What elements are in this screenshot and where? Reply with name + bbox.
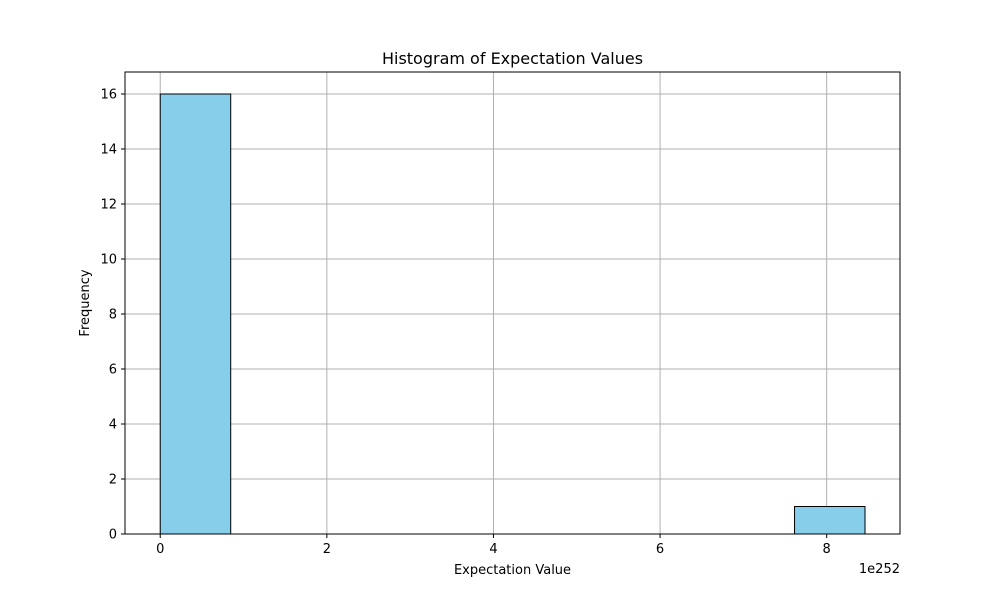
x-tick-label: 4 [489, 542, 497, 557]
chart-title: Histogram of Expectation Values [382, 49, 643, 68]
y-axis-label: Frequency [78, 269, 93, 336]
y-tick-label: 14 [100, 143, 117, 158]
histogram-bar-9 [794, 506, 866, 535]
x-tick-label: 6 [656, 542, 664, 557]
plot-frame [124, 71, 901, 535]
y-tick-label: 16 [100, 88, 117, 103]
y-axis-ticks: 0 2 4 6 8 10 12 14 16 [100, 88, 125, 543]
y-tick-label: 6 [109, 363, 117, 378]
x-axis-label: Expectation Value [454, 563, 571, 578]
y-tick-label: 2 [109, 473, 117, 488]
x-axis-ticks: 0 2 4 6 8 [156, 534, 831, 557]
grid-lines [125, 72, 900, 535]
y-tick-label: 12 [100, 198, 117, 213]
x-tick-label: 0 [156, 542, 164, 557]
y-tick-label: 10 [100, 253, 117, 268]
y-tick-label: 8 [109, 308, 117, 323]
histogram-bar-0 [159, 93, 232, 535]
x-tick-label: 8 [823, 542, 831, 557]
y-tick-label: 0 [109, 528, 117, 543]
y-tick-label: 4 [109, 418, 117, 433]
x-tick-label: 2 [323, 542, 331, 557]
x-axis-offset-label: 1e252 [859, 562, 900, 577]
histogram-bars [159, 93, 866, 535]
